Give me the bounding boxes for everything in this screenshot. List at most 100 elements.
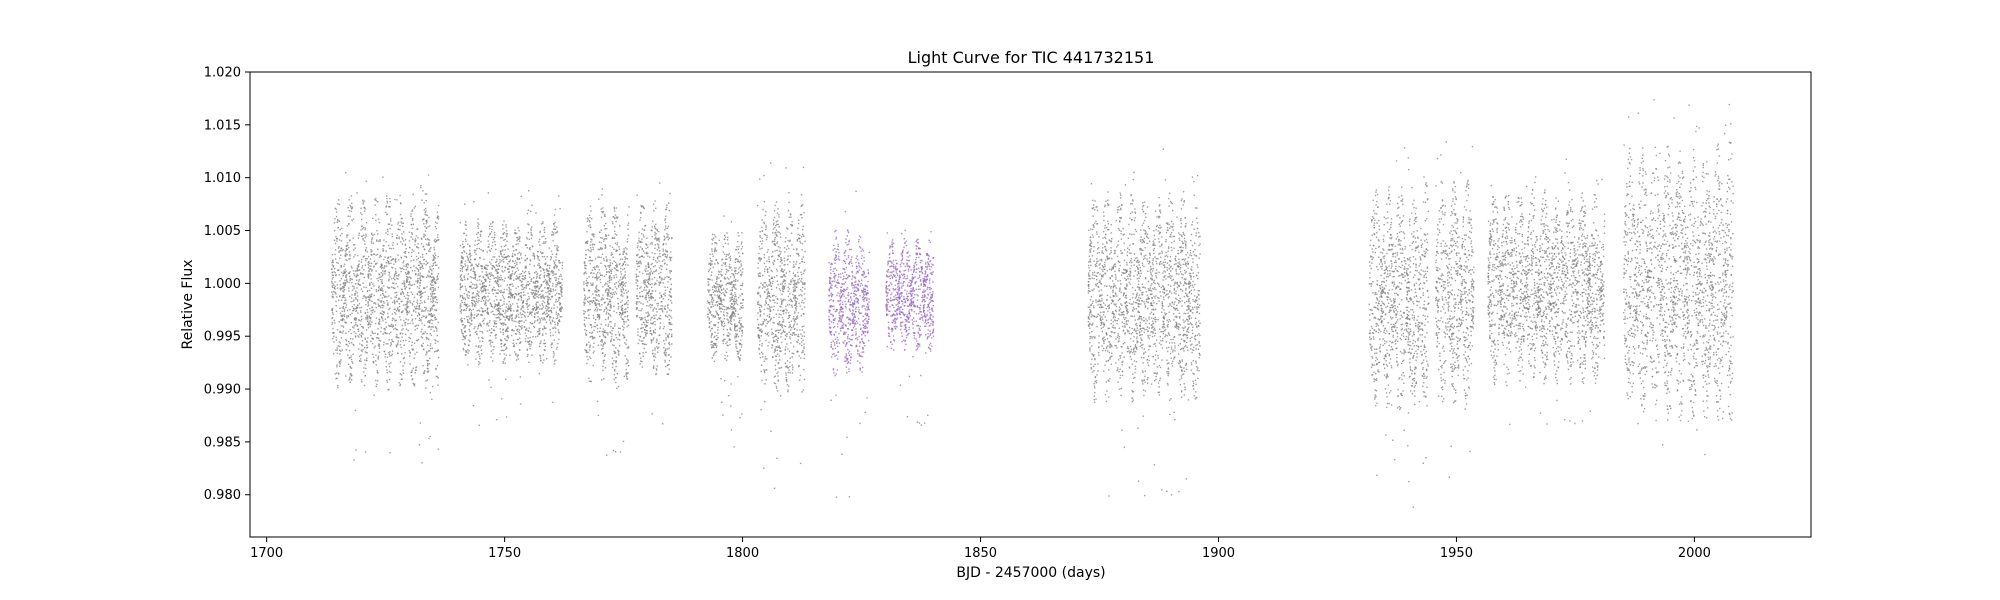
data-point [491, 258, 493, 261]
data-point [489, 273, 491, 276]
data-point [587, 248, 589, 251]
data-point [333, 332, 335, 334]
data-point [645, 279, 648, 281]
data-point [433, 309, 436, 311]
data-point [614, 226, 616, 228]
data-point [367, 261, 369, 264]
data-point [542, 242, 544, 245]
data-point [592, 282, 594, 284]
data-point [432, 268, 435, 270]
data-point [480, 300, 482, 302]
data-point [337, 262, 339, 264]
data-point [611, 344, 614, 346]
data-point [555, 348, 558, 350]
data-point [669, 256, 672, 259]
data-point [345, 274, 348, 276]
data-point [644, 252, 646, 254]
data-point [738, 357, 740, 359]
data-point [332, 317, 334, 319]
data-point [335, 293, 337, 295]
data-point [343, 319, 345, 321]
data-point [372, 356, 375, 358]
data-point [461, 261, 463, 263]
data-point [413, 300, 415, 303]
data-point [476, 333, 478, 335]
data-point [381, 318, 384, 320]
data-point [395, 344, 398, 346]
data-point [600, 247, 602, 249]
data-point [646, 301, 649, 303]
data-point [525, 244, 528, 246]
data-point [657, 302, 660, 305]
data-point [477, 327, 479, 330]
data-point [552, 283, 554, 285]
data-point [470, 313, 472, 315]
data-point [399, 383, 402, 386]
data-point [535, 293, 538, 296]
data-point [483, 282, 485, 284]
data-point [393, 301, 396, 303]
data-point [529, 276, 531, 278]
data-point [490, 223, 492, 225]
data-point [426, 379, 429, 381]
data-point [369, 317, 371, 319]
data-point [542, 221, 544, 223]
data-point [436, 222, 438, 224]
data-point [365, 222, 368, 224]
data-point [550, 255, 552, 258]
data-point [500, 291, 502, 294]
data-point [500, 318, 502, 320]
data-point [598, 305, 601, 307]
data-point [515, 249, 517, 251]
data-point [467, 267, 469, 269]
data-point [714, 286, 717, 288]
data-point [414, 244, 416, 246]
data-point [499, 279, 501, 281]
data-point [624, 308, 626, 311]
data-point [409, 363, 411, 365]
data-point [411, 284, 413, 286]
data-point [721, 269, 723, 271]
data-point [589, 357, 592, 359]
data-point [544, 349, 546, 352]
data-point [635, 308, 638, 311]
data-point [531, 342, 533, 344]
data-point [621, 281, 623, 283]
data-point [586, 310, 589, 312]
data-point [525, 287, 527, 289]
data-point [628, 346, 630, 348]
data-point [491, 267, 494, 269]
data-point [529, 288, 531, 290]
data-point [464, 337, 466, 339]
data-point [429, 350, 431, 352]
data-point [365, 316, 367, 319]
data-point [648, 275, 651, 277]
data-point [539, 342, 542, 344]
data-point [510, 283, 512, 285]
data-point [496, 305, 499, 308]
data-point [473, 201, 475, 203]
data-point [342, 249, 344, 251]
data-point [493, 325, 495, 327]
data-point [627, 224, 629, 226]
data-point [596, 299, 598, 301]
data-point [369, 273, 371, 275]
data-point [508, 268, 510, 270]
data-point [649, 332, 651, 335]
data-point [468, 339, 470, 341]
data-point [602, 257, 605, 260]
data-point [585, 249, 587, 251]
data-point [336, 329, 339, 331]
data-point [392, 341, 394, 343]
data-point [387, 343, 389, 345]
data-point [610, 297, 613, 299]
data-point [332, 293, 334, 295]
data-point [356, 306, 358, 308]
data-point [669, 295, 672, 298]
data-point [520, 313, 522, 316]
data-point [604, 330, 606, 332]
data-point [623, 337, 625, 339]
data-point [339, 228, 341, 231]
data-point [533, 307, 536, 309]
data-point [668, 309, 671, 311]
